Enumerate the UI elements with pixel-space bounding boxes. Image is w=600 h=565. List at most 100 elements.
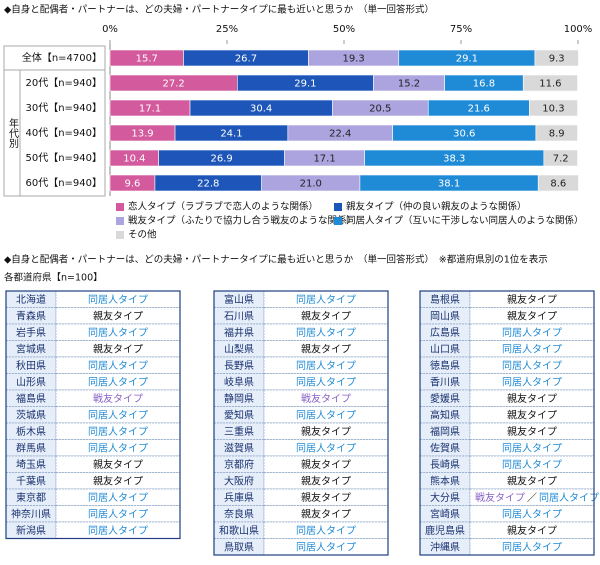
prefecture-name: 青森県 — [16, 309, 46, 322]
bar-segment — [522, 74, 578, 92]
prefecture-name: 富山県 — [224, 293, 254, 306]
legend-swatch — [334, 217, 342, 225]
prefecture-name: 群馬県 — [16, 441, 46, 454]
value-label: 19.3 — [342, 54, 364, 65]
value-label: 10.4 — [123, 154, 145, 165]
prefecture-name: 佐賀県 — [430, 442, 460, 454]
prefecture-name: 鳥取県 — [224, 540, 254, 553]
category-label: 40代【n=940】 — [25, 127, 102, 139]
x-tick-label: 50% — [333, 24, 355, 35]
type-label: 同居人タイプ — [296, 327, 356, 339]
type-label: 同居人タイプ — [296, 360, 356, 372]
prefecture-name: 秋田県 — [16, 359, 46, 372]
prefecture-name: 愛知県 — [224, 408, 254, 421]
type-label: 同居人タイプ — [539, 492, 599, 504]
prefecture-name: 島根県 — [430, 293, 460, 306]
type-label: 親友タイプ — [93, 458, 143, 471]
prefecture-name: 静岡県 — [224, 392, 254, 405]
type-label: 同居人タイプ — [88, 327, 148, 339]
value-label: 20.5 — [369, 104, 391, 115]
value-label: 38.3 — [443, 154, 465, 165]
prefecture-name: 滋賀県 — [224, 441, 254, 454]
type-label: 親友タイプ — [93, 309, 143, 322]
type-label: 親友タイプ — [301, 507, 351, 520]
prefecture-name: 新潟県 — [16, 524, 46, 537]
prefecture-name: 宮城県 — [16, 342, 46, 355]
type-label: 同居人タイプ — [296, 541, 356, 553]
prefecture-name: 沖縄県 — [430, 540, 460, 553]
category-label: 30代【n=940】 — [25, 102, 102, 114]
value-label: 8.6 — [550, 179, 566, 190]
value-label: 7.2 — [553, 154, 569, 165]
prefecture-name: 栃木県 — [16, 425, 46, 438]
prefecture-name: 福岡県 — [430, 425, 460, 438]
legend-label: 同居人タイプ（互いに干渉しない同居人のような関係） — [346, 215, 584, 227]
legend-label: 親友タイプ（仲の良い親友のような関係） — [346, 201, 527, 213]
type-label: 同居人タイプ — [502, 442, 562, 454]
prefecture-name: 徳島県 — [430, 359, 460, 372]
type-label: 戦友タイプ — [301, 392, 351, 405]
legend-label: その他 — [128, 229, 157, 241]
column-frame — [213, 290, 389, 556]
type-label: 親友タイプ — [301, 474, 351, 487]
legend-swatch — [116, 203, 124, 211]
type-label: 同居人タイプ — [88, 294, 148, 306]
prefecture-name: 鹿児島県 — [425, 524, 465, 537]
value-label: 11.6 — [539, 79, 561, 90]
value-label: 9.6 — [125, 179, 141, 190]
column-frame — [419, 290, 595, 556]
prefecture-name: 大阪府 — [224, 474, 254, 487]
prefecture-name: 福島県 — [16, 392, 46, 405]
group-frame — [3, 69, 21, 197]
x-tick-label: 25% — [216, 24, 238, 35]
value-label: 21.6 — [468, 104, 490, 115]
type-label: 同居人タイプ — [502, 541, 562, 553]
type-label: 同居人タイプ — [88, 426, 148, 438]
value-label: 29.1 — [294, 79, 316, 90]
prefecture-name: 奈良県 — [224, 507, 254, 520]
x-tick-label: 75% — [450, 24, 472, 35]
bar-segment — [537, 174, 579, 192]
prefecture-name: 石川県 — [224, 310, 254, 322]
type-label: 親友タイプ — [301, 342, 351, 355]
prefecture-name: 熊本県 — [430, 474, 460, 487]
value-label: 15.2 — [398, 79, 420, 90]
prefecture-name: 三重県 — [224, 425, 254, 438]
prefecture-name: 岐阜県 — [224, 375, 254, 388]
prefecture-name: 宮崎県 — [430, 507, 460, 520]
type-label: 同居人タイプ — [502, 376, 562, 388]
type-label: 同居人タイプ — [296, 376, 356, 388]
type-label: 同居人タイプ — [502, 343, 562, 355]
type-label: 同居人タイプ — [88, 442, 148, 454]
prefecture-name: 香川県 — [430, 376, 460, 388]
type-label: 親友タイプ — [507, 425, 557, 438]
prefecture-name: 大分県 — [430, 491, 460, 504]
type-label: 同居人タイプ — [296, 442, 356, 454]
type-label: 親友タイプ — [507, 392, 557, 405]
type-label: 同居人タイプ — [88, 492, 148, 504]
type-label: 親友タイプ — [507, 408, 557, 421]
value-label: 13.9 — [131, 129, 153, 140]
value-label: 38.1 — [438, 179, 460, 190]
legend-swatch — [116, 231, 124, 239]
type-label: 親友タイプ — [301, 309, 351, 322]
category-label: 50代【n=940】 — [25, 152, 102, 164]
value-label: 10.3 — [542, 104, 564, 115]
type-label: 親友タイプ — [301, 425, 351, 438]
legend-swatch — [334, 203, 342, 211]
prefecture-name: 兵庫県 — [224, 491, 254, 504]
value-label: 26.7 — [235, 54, 257, 65]
type-label: 同居人タイプ — [88, 409, 148, 421]
prefecture-name: 長野県 — [224, 360, 254, 372]
x-tick-label: 0% — [102, 24, 118, 35]
prefecture-name: 埼玉県 — [16, 458, 46, 471]
type-label: 同居人タイプ — [88, 376, 148, 388]
type-label: 親友タイプ — [507, 309, 557, 322]
value-label: 8.9 — [549, 129, 565, 140]
bar-segment — [534, 49, 579, 67]
prefecture-name: 東京都 — [16, 491, 46, 504]
bar-segment — [543, 149, 578, 167]
type-label: 親友タイプ — [93, 474, 143, 487]
bar-segment — [535, 124, 578, 142]
